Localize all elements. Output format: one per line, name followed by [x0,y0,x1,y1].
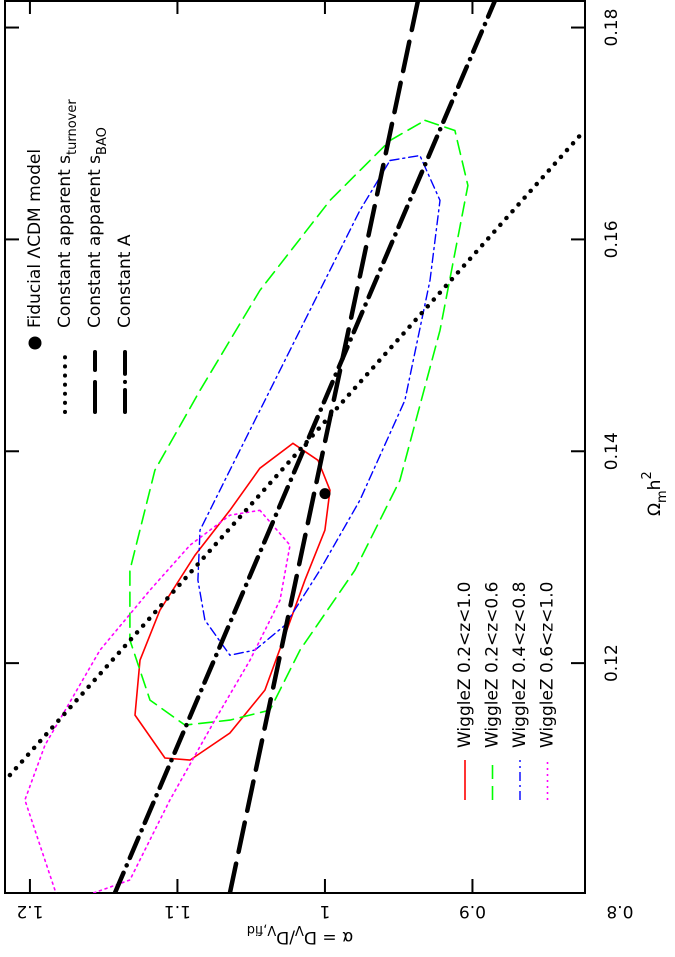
x-axis-label: Ωmh2 [640,471,670,516]
y-tick-label: 0.9 [459,901,486,921]
constraint-line [7,133,583,778]
contour [134,442,331,761]
x-tick-label: 0.18 [602,9,622,47]
legend-label: Constant A [115,234,135,328]
legend-label: WiggleZ 0.4<z<0.8 [510,582,530,748]
x-axis-label-part: Ω [645,503,665,516]
x-axis-label-part: 2 [640,471,655,479]
y-tick-label: 1.2 [16,901,43,921]
x-tick-label: 0.12 [602,644,622,682]
legend-label-main: Constant A [115,234,135,328]
y-axis-label-part: α = D [304,927,353,947]
y-tick-label: 1.1 [164,901,191,921]
y-axis-label: α = DV/DV,fid [247,922,354,947]
contour [129,119,469,726]
x-tick-label: 0.16 [602,220,622,258]
plot-frame [4,0,586,894]
plot-area [7,0,583,893]
x-axis-label-part: m [655,490,670,503]
legend-label-sub: BAO [95,127,110,155]
fiducial-point [319,488,331,500]
y-axis-label-part: V [295,922,304,937]
x-axis-label-part: h [645,480,665,491]
y-tick-label: 1 [320,901,331,921]
legend-label: WiggleZ 0.2<z<0.6 [483,582,503,748]
y-axis-label-part: V,fid [247,922,276,937]
y-tick-label: 0.8 [606,901,633,921]
x-tick-label: 0.14 [602,432,622,470]
contour [197,154,441,656]
legend-label: Fiducial ΛCDM model [25,149,45,328]
legend-label: Constant apparent sBAO [85,127,110,328]
legend-marker [28,336,42,350]
constraint-line [112,0,498,893]
legend-label-main: Constant apparent s [55,155,75,328]
legend-label: Constant apparent sturnover [55,99,80,328]
legend-label: WiggleZ 0.6<z<1.0 [538,582,558,748]
y-axis-label-part: /D [276,927,295,947]
legend-label-sub: turnover [65,99,80,155]
legend-label: WiggleZ 0.2<z<1.0 [455,582,475,748]
legend-label-main: Constant apparent s [85,155,105,328]
constraint-line [227,0,421,893]
